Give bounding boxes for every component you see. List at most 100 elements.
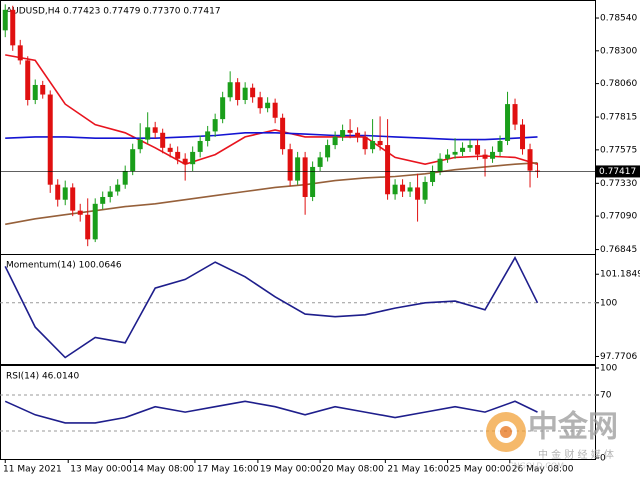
- candle-body: [452, 151, 458, 155]
- candle-body: [62, 187, 68, 200]
- candle-body: [437, 158, 443, 172]
- candle-body: [505, 104, 511, 141]
- candle-body: [92, 203, 98, 240]
- y-tick-label: 0.78300: [600, 46, 637, 56]
- y-tick-label: 100: [600, 298, 617, 308]
- panel-title: AUDUSD,H4 0.77423 0.77479 0.77370 0.7741…: [6, 7, 221, 17]
- y-tick-label: 0.77575: [600, 145, 637, 155]
- candle-body: [100, 196, 106, 204]
- candle-body: [392, 184, 398, 195]
- x-tick-label: 14 May 08:00: [132, 465, 194, 475]
- candle-body: [137, 139, 143, 150]
- candle-body: [107, 191, 113, 197]
- candle-body: [385, 145, 391, 195]
- y-tick-label: 0.77815: [600, 113, 637, 123]
- candle-body: [430, 171, 436, 182]
- candle-body: [347, 130, 353, 133]
- candle-body: [227, 82, 233, 98]
- candle-body: [145, 127, 151, 140]
- watermark-logo: 中金网: [528, 410, 618, 445]
- candle-body: [122, 171, 128, 185]
- x-tick-label: 21 May 16:00: [387, 465, 449, 475]
- candle-body: [490, 151, 496, 159]
- candle-body: [115, 184, 121, 192]
- candle-body: [272, 102, 278, 118]
- watermark: 中金网 中 金 财 经 媒 体 CNGOLD.COM: [486, 410, 618, 471]
- x-tick-label: 26 May 08:00: [512, 465, 574, 475]
- candle-body: [130, 149, 136, 172]
- x-tick-label: 25 May 00:00: [450, 465, 512, 475]
- candle-body: [355, 132, 361, 137]
- y-tick-label: 0.77330: [600, 179, 637, 189]
- candle-body: [527, 149, 533, 171]
- candle-body: [190, 151, 196, 165]
- candle-body: [422, 181, 428, 200]
- candle-body: [257, 97, 263, 109]
- candle-body: [152, 127, 158, 133]
- current-price-label: 0.77417: [599, 167, 636, 177]
- candle-body: [212, 119, 218, 132]
- candle-body: [467, 145, 473, 148]
- panel-title: Momentum(14) 100.0646: [6, 261, 122, 271]
- candle-body: [40, 84, 46, 95]
- candle-body: [235, 82, 241, 100]
- candle-body: [175, 151, 181, 159]
- indicator-line: [4, 400, 538, 424]
- indicator-line: [4, 256, 539, 359]
- y-tick-label: 0.76845: [600, 245, 637, 255]
- panel-frame: [0, 254, 596, 365]
- candle-body: [340, 130, 346, 137]
- watermark-tagline: 中 金 财 经 媒 体: [538, 448, 614, 461]
- logo-dot: [500, 426, 512, 438]
- x-tick-label: 17 May 16:00: [197, 465, 259, 475]
- candle-body: [295, 157, 301, 181]
- candle-body: [55, 184, 61, 200]
- current-price-box: [596, 165, 640, 178]
- candle-body: [25, 60, 31, 100]
- y-tick-label: 0: [600, 454, 606, 464]
- x-tick-label: 13 May 00:00: [70, 465, 132, 475]
- candle-body: [362, 136, 368, 150]
- candle-body: [310, 166, 316, 197]
- candle-body: [280, 117, 286, 150]
- candle-body: [520, 124, 526, 150]
- candle-body: [332, 136, 338, 146]
- y-tick-label: 0.77090: [600, 212, 637, 222]
- y-tick-label: 0.78540: [600, 14, 637, 24]
- candle-body: [160, 132, 166, 148]
- x-tick-label: 20 May 08:00: [322, 465, 384, 475]
- watermark-site: CNGOLD.COM: [508, 462, 564, 471]
- candle-body: [497, 140, 503, 152]
- candle-body: [265, 102, 271, 109]
- candle-body: [512, 104, 518, 125]
- candle-body: [85, 214, 91, 240]
- candle-body: [220, 97, 226, 120]
- candle-body: [32, 84, 38, 100]
- candle-body: [325, 145, 331, 158]
- candle-body: [400, 184, 406, 192]
- y-tick-label: 100: [600, 364, 617, 374]
- candle-body: [302, 157, 308, 197]
- y-tick-label: 70: [600, 391, 612, 401]
- candle-body: [242, 87, 248, 100]
- candle-body: [70, 187, 76, 211]
- candle-body: [377, 140, 383, 146]
- x-tick-label: 19 May 00:00: [260, 465, 322, 475]
- y-tick-label: 97.7706: [600, 352, 637, 362]
- candle-body: [47, 94, 53, 185]
- candle-body: [287, 149, 293, 181]
- candle-body: [197, 140, 203, 152]
- panel-frame: [0, 365, 596, 460]
- candle-body: [17, 45, 23, 61]
- candle-body: [317, 157, 323, 167]
- candle-body: [10, 9, 16, 46]
- x-tick-label: 11 May 2021: [3, 465, 62, 475]
- candle-body: [205, 131, 211, 141]
- candle-body: [415, 187, 421, 200]
- candle-body: [475, 145, 481, 155]
- panel-title: RSI(14) 46.0140: [6, 372, 79, 382]
- candle-body: [370, 140, 376, 150]
